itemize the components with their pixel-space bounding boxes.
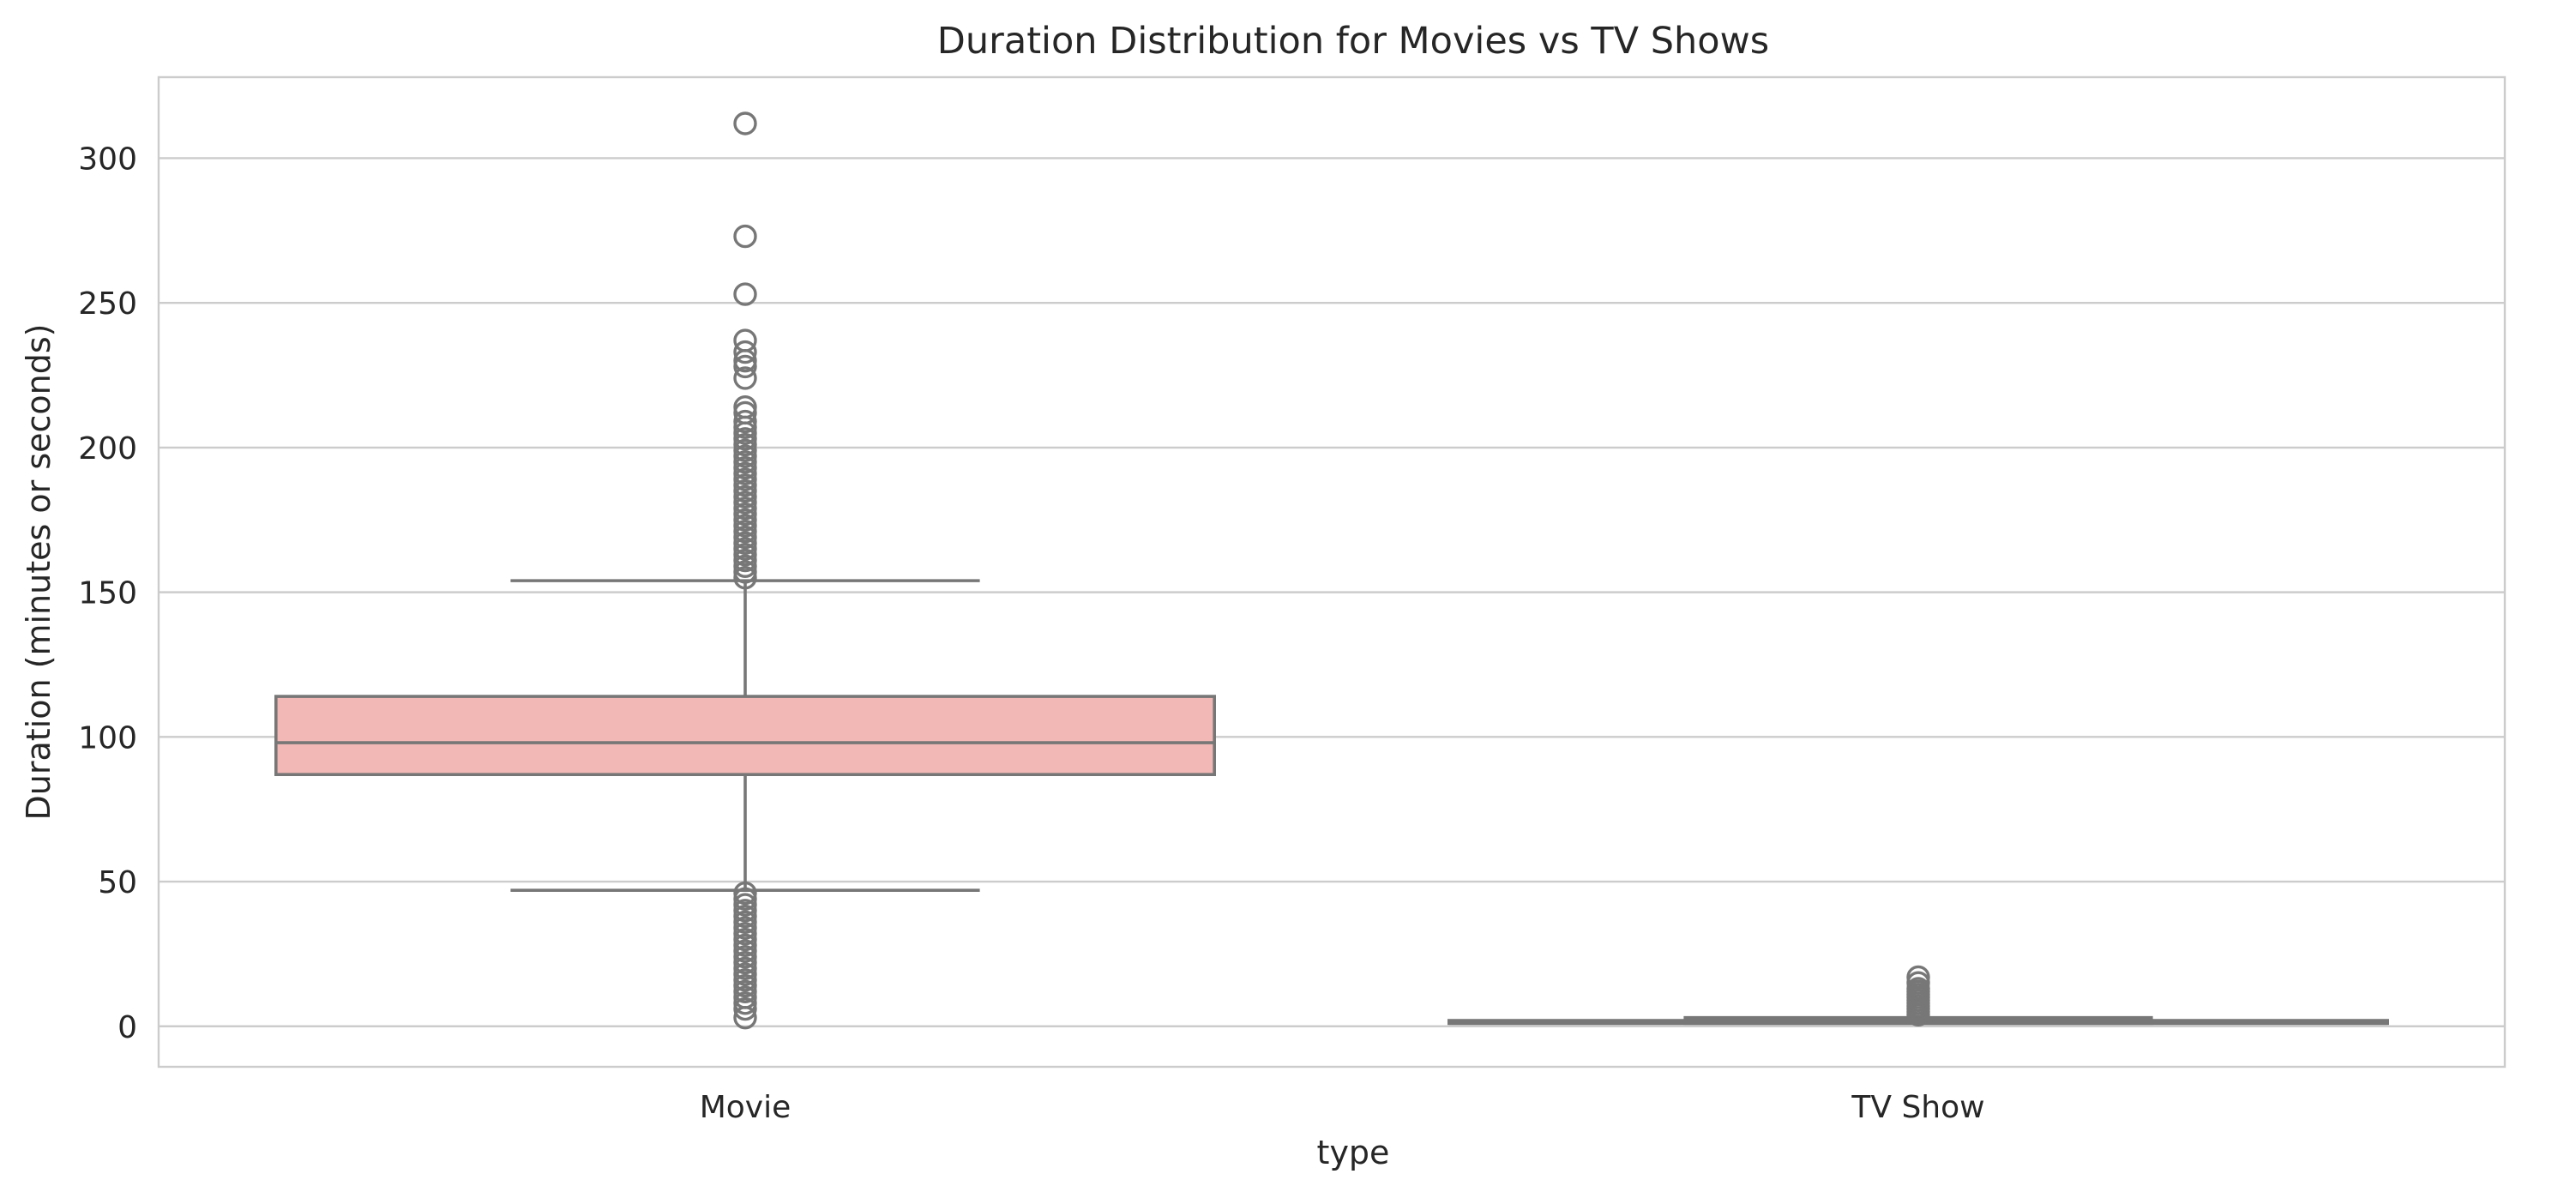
outlier-point: [733, 444, 757, 468]
outlier-point: [733, 933, 757, 957]
grid-layer: [159, 157, 2505, 1027]
outlier-point: [733, 543, 757, 567]
outlier-point: [733, 461, 757, 485]
outlier-point: [733, 514, 757, 538]
outlier-point: [733, 455, 757, 480]
outlier-point: [733, 945, 757, 969]
outlier-point: [733, 438, 757, 462]
outlier-point: [733, 366, 757, 390]
outlier-point: [733, 991, 757, 1015]
box-movie: [274, 111, 1217, 1030]
outlier-point: [733, 973, 757, 998]
outlier-point: [733, 479, 757, 503]
outlier-point: [733, 927, 757, 952]
y-tick-label: 150: [78, 576, 137, 611]
outlier-point: [733, 996, 757, 1021]
outlier-point: [733, 409, 757, 434]
outlier-point: [733, 566, 757, 590]
outlier-point: [733, 224, 757, 249]
outlier-point: [733, 427, 757, 451]
y-tick-label: 50: [98, 865, 137, 900]
x-tick-label: TV Show: [1851, 1090, 1984, 1125]
outlier-point: [733, 485, 757, 509]
outlier-point: [1906, 971, 1930, 995]
outlier-point: [733, 548, 757, 573]
outlier-point: [733, 1005, 757, 1030]
plot-frame: [157, 75, 2507, 1069]
outlier-point: [733, 508, 757, 532]
outlier-point: [733, 956, 757, 980]
outlier-point: [733, 560, 757, 584]
y-tick-label: 100: [78, 720, 137, 756]
outlier-point: [733, 525, 757, 550]
outlier-point: [733, 904, 757, 929]
outlier-point: [733, 968, 757, 992]
outlier-point: [733, 881, 757, 906]
outlier-point: [733, 467, 757, 491]
outlier-point: [733, 887, 757, 911]
outlier-point: [733, 340, 757, 364]
outlier-point: [733, 979, 757, 1003]
outlier-point: [733, 916, 757, 940]
y-tick-label: 200: [78, 431, 137, 467]
outlier-point: [733, 491, 757, 515]
y-tick-label: 250: [78, 286, 137, 322]
outlier-point: [733, 111, 757, 135]
outlier-point: [733, 473, 757, 497]
outlier-point: [733, 421, 757, 445]
outlier-point: [1906, 965, 1930, 990]
iqr-box: [274, 695, 1217, 776]
outlier-point: [733, 354, 757, 379]
outlier-point: [733, 939, 757, 963]
outlier-point: [733, 922, 757, 946]
outlier-point: [733, 962, 757, 986]
outlier-point: [733, 893, 757, 917]
y-axis-label: Duration (minutes or seconds): [20, 324, 57, 821]
outlier-point: [733, 520, 757, 544]
outlier-point: [733, 432, 757, 457]
outlier-point: [733, 531, 757, 555]
outlier-point: [733, 910, 757, 934]
box-tv-show: [1447, 965, 2390, 1026]
outlier-point: [733, 537, 757, 561]
x-tick-labels: Movie TV Show: [700, 1090, 1985, 1125]
x-axis-label: type: [1317, 1134, 1390, 1171]
outlier-point: [733, 950, 757, 975]
outlier-point: [1906, 977, 1930, 1001]
box-layer: [274, 111, 2390, 1030]
y-tick-label: 0: [117, 1010, 137, 1045]
x-tick-label: Movie: [700, 1090, 791, 1125]
y-tick-label: 300: [78, 141, 137, 177]
outlier-point: [733, 415, 757, 439]
outlier-point: [733, 282, 757, 306]
outlier-point: [733, 450, 757, 474]
y-tick-labels: 0 50 100 150 200 250 300: [78, 141, 137, 1044]
outlier-point: [733, 497, 757, 521]
outlier-point: [733, 502, 757, 527]
outlier-point: [733, 554, 757, 578]
outlier-point: [733, 348, 757, 373]
chart-title: Duration Distribution for Movies vs TV S…: [937, 20, 1769, 63]
outlier-point: [733, 899, 757, 923]
